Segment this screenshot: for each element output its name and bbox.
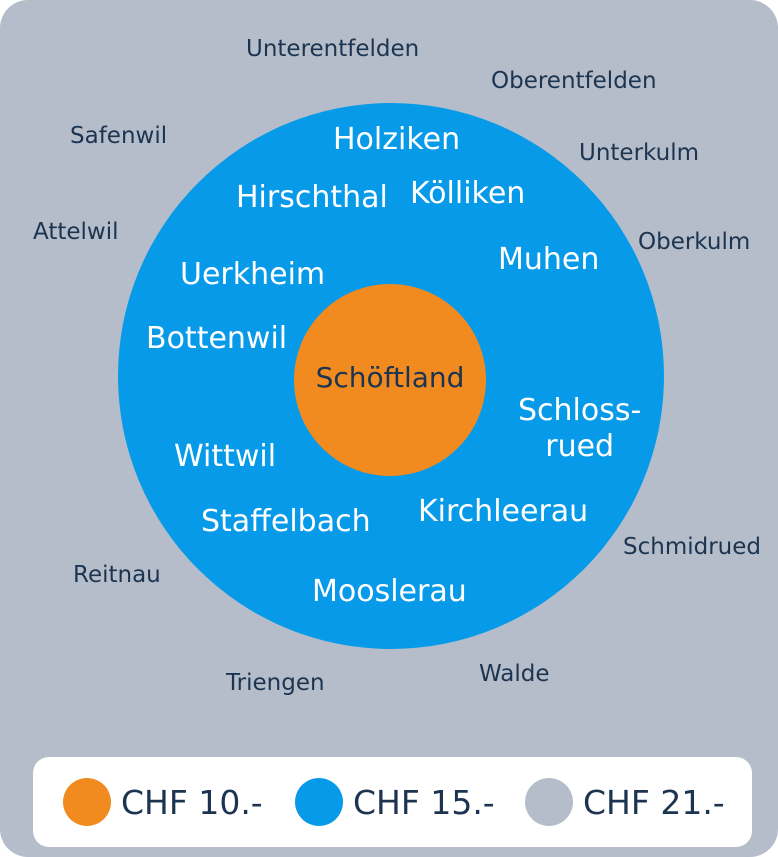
- price-legend: CHF 10.- CHF 15.- CHF 21.-: [33, 757, 752, 847]
- grey-swatch-icon: [525, 778, 573, 826]
- place-walde: Walde: [479, 661, 550, 687]
- place-schmidrued: Schmidrued: [623, 534, 761, 560]
- legend-item-chf-10: CHF 10.-: [63, 757, 263, 847]
- place-muhen: Muhen: [498, 242, 600, 277]
- place-schoeftland: Schöftland: [315, 361, 465, 394]
- place-oberentfelden: Oberentfelden: [491, 68, 657, 94]
- place-holziken: Holziken: [333, 122, 461, 157]
- place-wittwil: Wittwil: [174, 439, 277, 474]
- legend-label: CHF 15.-: [353, 782, 495, 822]
- legend-label: CHF 21.-: [583, 782, 725, 822]
- place-kirchleerau: Kirchleerau: [418, 494, 589, 529]
- place-hirschthal: Hirschthal: [236, 180, 388, 215]
- place-unterentfelden: Unterentfelden: [246, 36, 420, 62]
- place-koelliken: Kölliken: [410, 176, 526, 211]
- place-oberkulm: Oberkulm: [638, 229, 751, 255]
- legend-item-chf-21: CHF 21.-: [525, 757, 725, 847]
- place-triengen: Triengen: [226, 670, 325, 696]
- place-attelwil: Attelwil: [33, 219, 119, 245]
- place-reitnau: Reitnau: [73, 562, 161, 588]
- place-unterkulm: Unterkulm: [579, 140, 700, 166]
- legend-item-chf-15: CHF 15.-: [295, 757, 495, 847]
- place-mooslerau: Mooslerau: [312, 574, 467, 609]
- orange-swatch-icon: [63, 778, 111, 826]
- blue-swatch-icon: [295, 778, 343, 826]
- place-bottenwil: Bottenwil: [146, 321, 288, 356]
- place-schlossrued: Schloss- rued: [518, 393, 642, 464]
- place-staffelbach: Staffelbach: [201, 504, 371, 539]
- place-safenwil: Safenwil: [70, 123, 168, 149]
- zone-10-circle: [294, 284, 486, 476]
- place-uerkheim: Uerkheim: [180, 257, 326, 292]
- legend-label: CHF 10.-: [121, 782, 263, 822]
